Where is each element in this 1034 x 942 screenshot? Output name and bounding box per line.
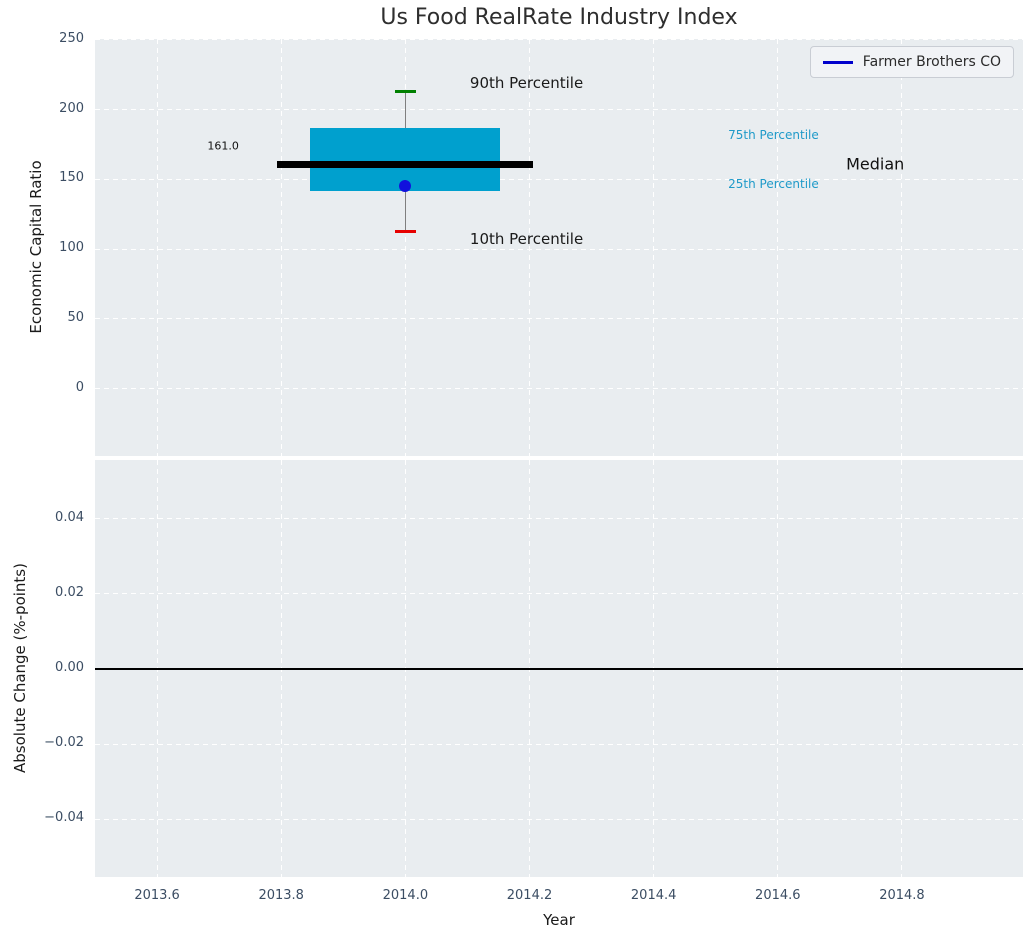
annotation: 161.0 [207,139,239,153]
y-tick-label: 0.04 [55,509,84,525]
y-tick-label: 50 [67,309,84,325]
gridline-horizontal [95,743,1023,745]
p10-cap [394,229,416,233]
gridline-horizontal [95,593,1023,595]
p90-cap [394,90,416,94]
gridline-horizontal [95,39,1023,41]
x-axis-label: Year [543,911,575,929]
chart-title: Us Food RealRate Industry Index [380,5,738,30]
x-tick-label: 2014.6 [755,888,801,903]
legend-label: Farmer Brothers CO [862,54,1001,70]
median-line [277,160,534,168]
x-tick-label: 2014.8 [879,888,925,903]
gridline-horizontal [95,518,1023,520]
gridline-vertical [529,39,530,456]
gridline-horizontal [95,388,1023,390]
annotation: 90th Percentile [469,74,584,93]
gridline-horizontal [95,818,1023,820]
top-plot-area: Farmer Brothers CO 90th Percentile 10th P… [95,39,1023,456]
gridline-vertical [777,39,779,456]
x-tick-label: 2014.2 [506,888,553,903]
gridline-horizontal [95,318,1023,320]
y-tick-label: 100 [59,240,84,256]
y-tick-label: 0 [75,379,84,395]
annotation: 75th Percentile [728,127,819,142]
x-tick-label: 2013.6 [134,888,180,903]
y-tick-label: −0.02 [44,735,84,751]
company-dot [399,180,412,193]
gridline-vertical [156,39,158,456]
gridline-horizontal [95,109,1023,111]
annotation: 25th Percentile [728,176,819,191]
annotation: 10th Percentile [469,230,584,249]
annotation: Median [846,154,905,174]
y-tick-label: 150 [59,170,84,186]
y-tick-label: 0.00 [55,660,84,676]
bottom-plot-area [95,460,1023,877]
x-tick-label: 2014.0 [382,888,429,903]
y-tick-label: 250 [59,30,84,46]
y-tick-label: 0.02 [55,584,84,600]
legend: Farmer Brothers CO [809,46,1014,78]
gridline-vertical [280,39,282,456]
y-tick-label: −0.04 [44,810,84,826]
y-tick-label: 200 [59,100,84,116]
zero-line [95,668,1023,671]
gridline-horizontal [95,178,1023,180]
x-tick-label: 2014.4 [630,888,677,903]
gridline-vertical [901,39,903,456]
gridline-horizontal [95,248,1023,250]
legend-line-icon [822,60,853,64]
gridline-vertical [404,39,406,456]
x-tick-label: 2013.8 [258,888,304,903]
iqr-box [310,127,501,191]
gridline-vertical [653,39,655,456]
